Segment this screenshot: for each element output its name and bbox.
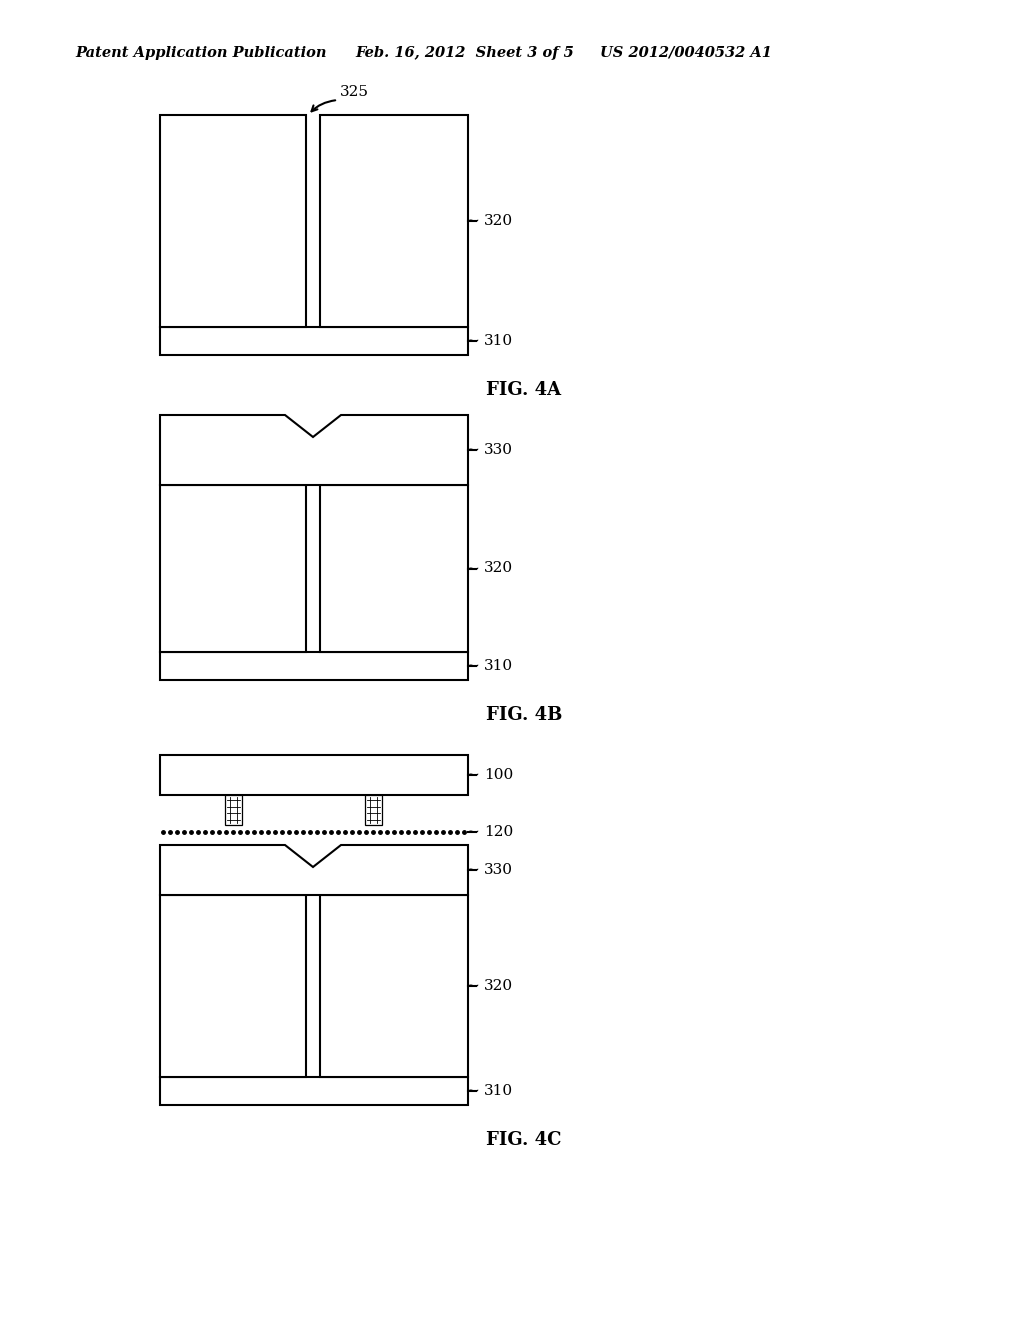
Text: 330: 330 <box>484 444 513 457</box>
Text: 310: 310 <box>484 334 513 348</box>
Bar <box>319 115 468 327</box>
Text: ∼: ∼ <box>465 766 479 784</box>
Text: ∼: ∼ <box>465 861 479 879</box>
Text: 325: 325 <box>340 84 369 99</box>
Text: FIG. 4C: FIG. 4C <box>486 1131 561 1148</box>
Text: FIG. 4B: FIG. 4B <box>486 706 562 723</box>
Bar <box>225 795 242 825</box>
Bar <box>160 484 306 652</box>
Bar <box>160 755 468 795</box>
Text: 320: 320 <box>484 979 513 993</box>
Text: ∼: ∼ <box>465 1082 479 1100</box>
Polygon shape <box>160 414 468 484</box>
Text: FIG. 4A: FIG. 4A <box>486 381 561 399</box>
Polygon shape <box>160 845 468 895</box>
Text: 310: 310 <box>484 1084 513 1098</box>
Bar <box>160 1077 468 1105</box>
Text: ∼: ∼ <box>465 441 479 459</box>
Text: 320: 320 <box>484 561 513 576</box>
Bar <box>160 652 468 680</box>
Bar <box>319 895 468 1077</box>
Text: US 2012/0040532 A1: US 2012/0040532 A1 <box>600 46 772 59</box>
Bar <box>365 795 382 825</box>
Text: ∼: ∼ <box>465 822 479 841</box>
Text: ∼: ∼ <box>465 213 479 230</box>
Text: ∼: ∼ <box>465 977 479 995</box>
Text: 310: 310 <box>484 659 513 673</box>
Text: Feb. 16, 2012  Sheet 3 of 5: Feb. 16, 2012 Sheet 3 of 5 <box>355 46 573 59</box>
Text: ∼: ∼ <box>465 333 479 350</box>
Text: Patent Application Publication: Patent Application Publication <box>75 46 327 59</box>
Text: 100: 100 <box>484 768 513 781</box>
Bar <box>319 484 468 652</box>
Text: 330: 330 <box>484 863 513 876</box>
Text: ∼: ∼ <box>465 657 479 675</box>
Text: 120: 120 <box>484 825 513 840</box>
Bar <box>160 327 468 355</box>
Bar <box>160 895 306 1077</box>
Text: ∼: ∼ <box>465 560 479 578</box>
Text: 320: 320 <box>484 214 513 228</box>
Bar <box>160 115 306 327</box>
